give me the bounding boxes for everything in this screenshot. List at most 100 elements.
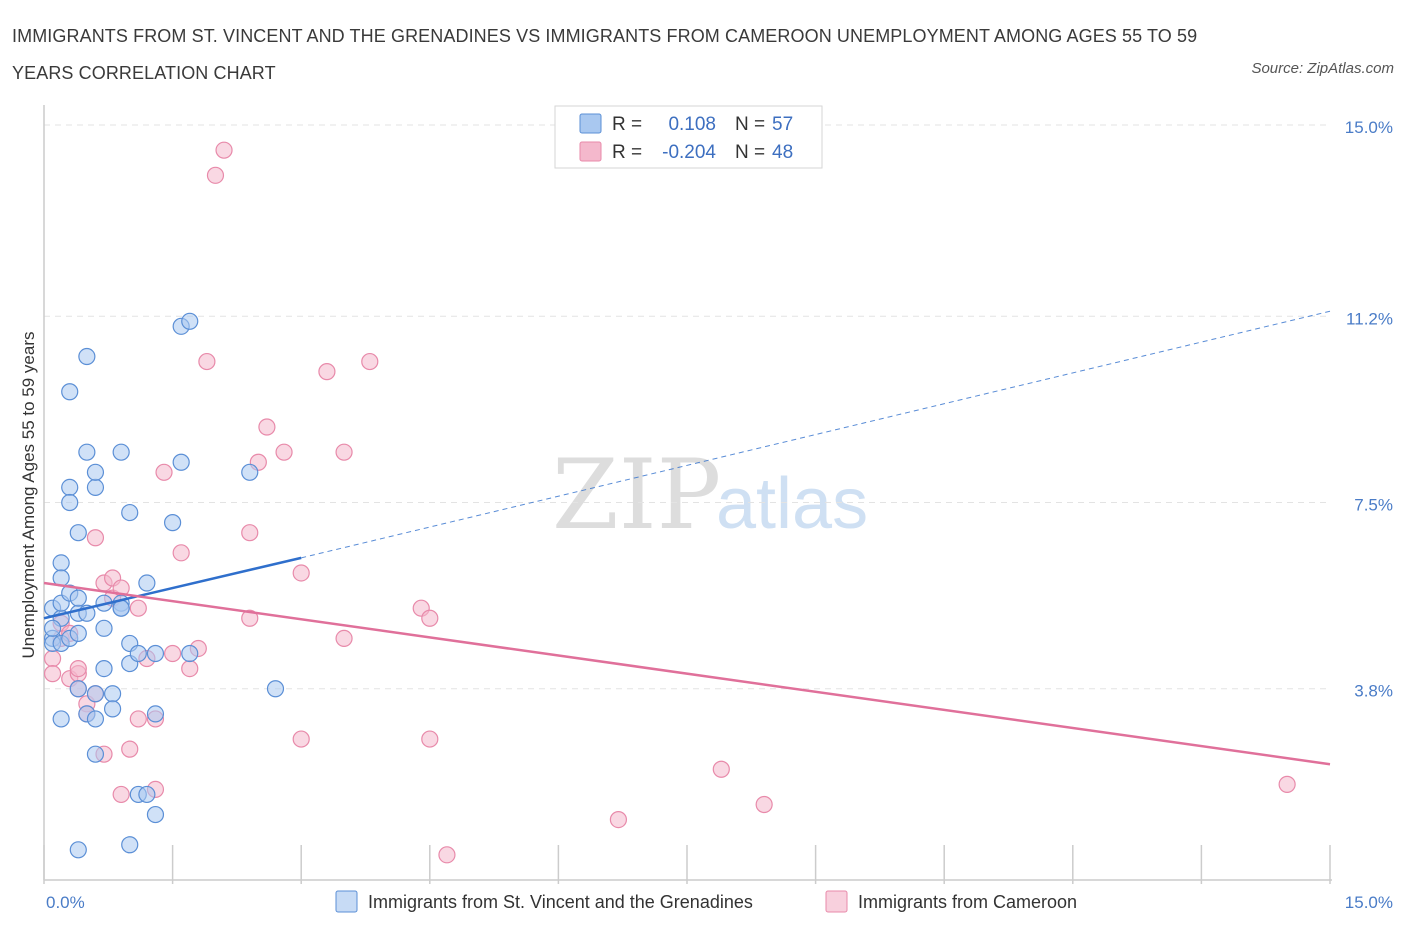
st-vincent-point <box>61 478 79 496</box>
cameroon-point <box>292 564 310 582</box>
legend-r-label-1: R = <box>612 114 642 135</box>
st-vincent-point <box>78 347 96 366</box>
st-vincent-point <box>69 680 87 698</box>
cameroon-point <box>258 418 276 436</box>
chart-title: IMMIGRANTS FROM ST. VINCENT AND THE GREN… <box>12 26 1198 83</box>
st-vincent-point <box>61 383 79 401</box>
st-vincent-point <box>241 463 259 481</box>
cameroon-point <box>335 629 353 648</box>
cameroon-point <box>292 730 310 748</box>
cameroon-point <box>69 659 87 678</box>
y-axis-label: Unemployment Among Ages 55 to 59 years <box>19 332 38 659</box>
legend-n-label-1: N = <box>735 114 765 135</box>
st-vincent-point <box>112 443 130 461</box>
legend-n-label-2: N = <box>735 142 765 163</box>
cameroon-point <box>206 166 225 184</box>
st-vincent-point <box>69 841 87 859</box>
legend-n-value-2: 48 <box>772 142 793 163</box>
cameroon-point <box>172 544 190 562</box>
cameroon-point <box>181 659 199 678</box>
st-vincent-point <box>52 554 70 572</box>
trendlines <box>43 310 1331 766</box>
st-vincent-point <box>103 700 122 718</box>
grid-lines <box>44 124 1330 690</box>
cameroon-point <box>241 524 259 542</box>
bottom-legend-label-1: Immigrants from St. Vincent and the Gren… <box>368 892 753 912</box>
cameroon-point <box>421 609 439 627</box>
legend-n-value-1: 57 <box>772 114 793 135</box>
st-vincent-point <box>146 644 165 663</box>
stats-legend: R = 0.108 N = 57 R = -0.204 N = 48 <box>554 105 823 169</box>
st-vincent-point <box>78 443 96 461</box>
y-tick-label: 11.2% <box>1346 309 1393 328</box>
x-tick-marks <box>43 845 1331 884</box>
st-vincent-point <box>121 836 139 854</box>
series-legend: Immigrants from St. Vincent and the Gren… <box>335 890 1077 913</box>
st-vincent-point <box>86 685 105 703</box>
cameroon-point <box>43 649 62 668</box>
cameroon-point <box>361 352 379 371</box>
cameroon-point <box>164 644 182 663</box>
st-vincent-point <box>95 619 113 637</box>
watermark-atlas: atlas <box>716 464 868 544</box>
series-st-vincent-points <box>43 312 285 859</box>
cameroon-point <box>112 785 130 804</box>
y-tick-label: 7.5% <box>1354 496 1393 515</box>
cameroon-point <box>129 599 147 617</box>
st-vincent-point <box>43 619 62 637</box>
cameroon-trendline <box>43 581 1331 766</box>
y-tick-label: 3.8% <box>1354 682 1393 701</box>
source-label: Source: ZipAtlas.com <box>1251 60 1394 77</box>
cameroon-point <box>86 529 105 547</box>
y-tick-labels: 3.8% 7.5% 11.2% 15.0% <box>1345 118 1393 701</box>
st-vincent-point <box>181 644 199 663</box>
cameroon-point <box>241 609 259 627</box>
st-vincent-point <box>86 710 105 728</box>
legend-swatch-blue <box>579 113 602 134</box>
legend-r-value-1: 0.108 <box>668 114 716 135</box>
cameroon-point <box>755 795 773 814</box>
st-vincent-point <box>95 659 113 678</box>
cameroon-point <box>121 740 139 758</box>
st-vincent-point <box>69 624 87 642</box>
cameroon-point <box>43 665 62 683</box>
cameroon-point <box>335 443 353 461</box>
st-vincent-point <box>138 785 156 804</box>
st-vincent-point <box>52 710 70 728</box>
cameroon-point <box>198 352 216 371</box>
cameroon-point <box>155 463 173 481</box>
st-vincent-point <box>146 705 165 723</box>
cameroon-point <box>609 810 628 829</box>
st-vincent-point <box>146 805 165 824</box>
watermark-zip: ZIP <box>552 439 721 551</box>
st-vincent-point <box>61 493 79 512</box>
st-vincent-point <box>69 589 87 607</box>
st-vincent-point <box>86 745 105 763</box>
st-vincent-point <box>103 685 122 703</box>
cameroon-point <box>318 363 336 381</box>
bottom-legend-label-2: Immigrants from Cameroon <box>858 892 1077 912</box>
st-vincent-point <box>86 463 105 481</box>
st-vincent-point <box>69 524 87 542</box>
cameroon-point <box>438 846 456 864</box>
x-tick-label-max: 15.0% <box>1345 893 1393 912</box>
st-vincent-point <box>172 453 190 471</box>
legend-swatch-pink <box>579 141 602 162</box>
st-vincent-trendline <box>43 556 302 620</box>
legend-r-label-2: R = <box>612 142 642 163</box>
cameroon-point <box>421 730 439 748</box>
st-vincent-point <box>164 514 182 532</box>
x-tick-label-min: 0.0% <box>46 893 85 912</box>
y-tick-label: 15.0% <box>1345 118 1393 137</box>
cameroon-point <box>712 760 730 778</box>
cameroon-point <box>275 443 293 461</box>
st-vincent-point <box>86 478 105 496</box>
st-vincent-point <box>138 574 156 592</box>
st-vincent-point <box>181 312 199 330</box>
bottom-legend-swatch-pink <box>825 890 848 913</box>
st-vincent-point <box>129 644 147 663</box>
legend-r-value-2: -0.204 <box>662 142 716 163</box>
cameroon-point <box>129 710 147 728</box>
bottom-legend-swatch-blue <box>335 890 358 913</box>
